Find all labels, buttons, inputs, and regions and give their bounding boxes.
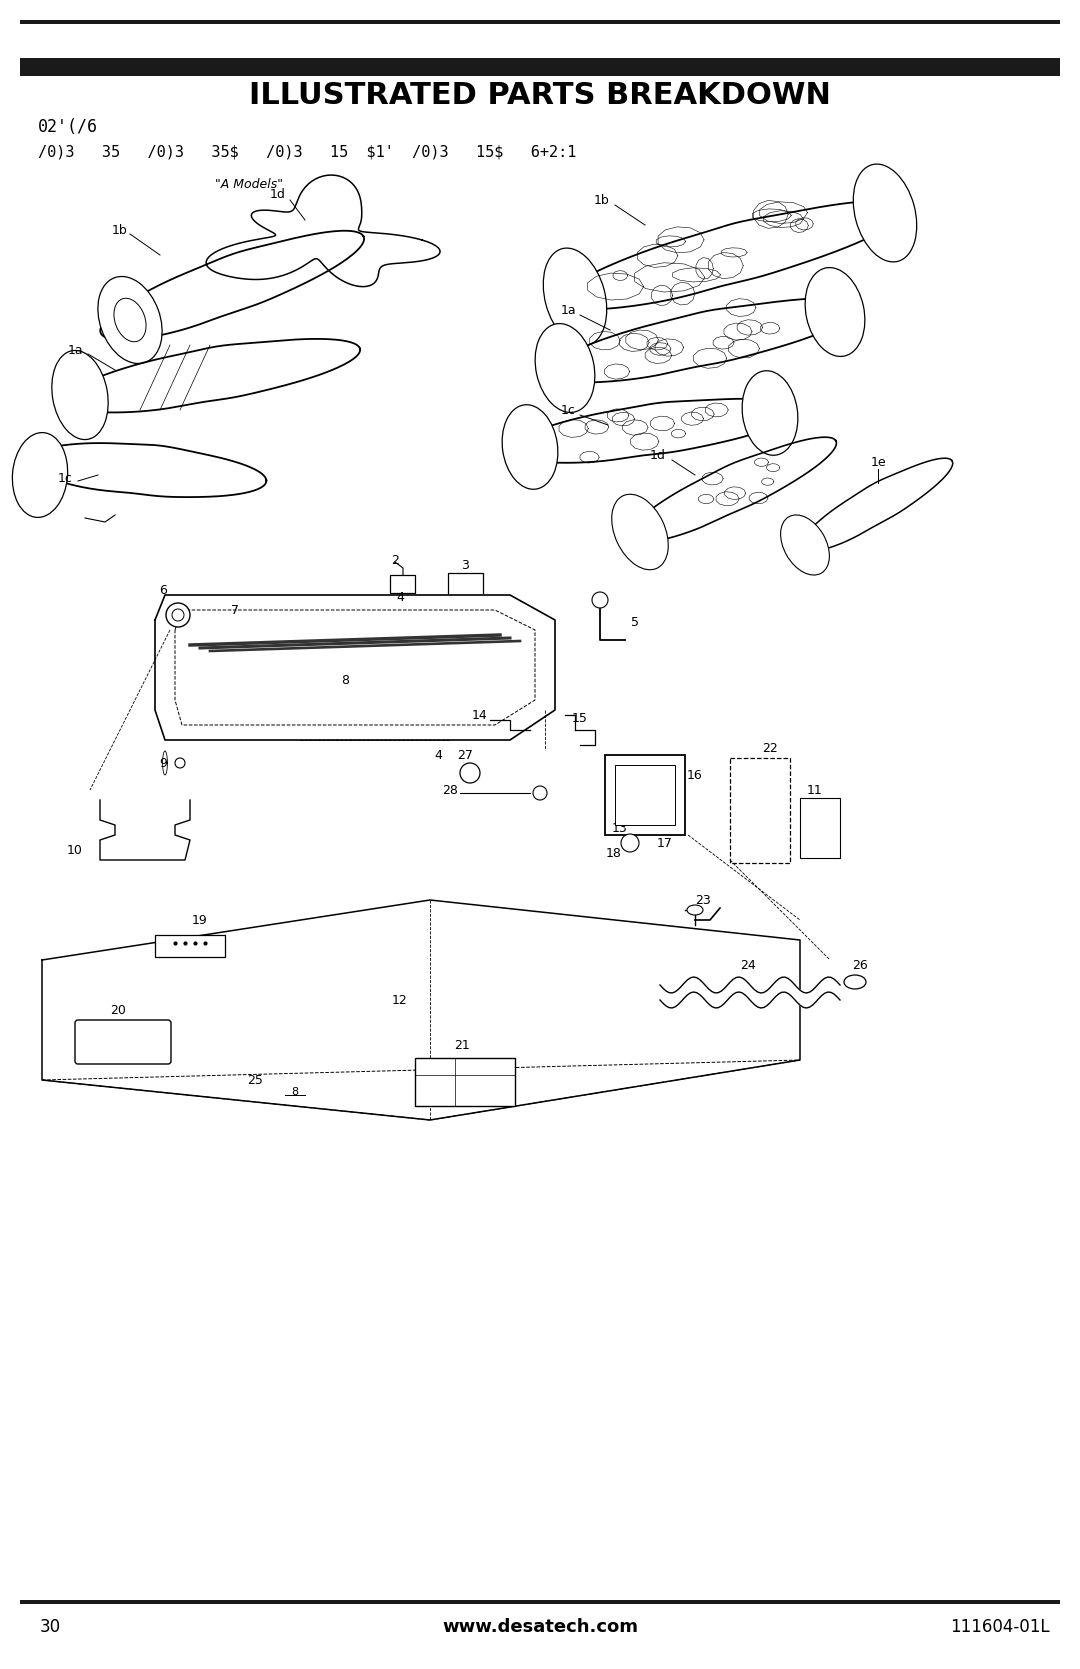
Text: 6: 6 (159, 584, 167, 596)
Text: 2: 2 (391, 554, 399, 566)
Text: 14: 14 (472, 709, 488, 721)
Bar (800, 798, 840, 858)
Bar (448, 572, 483, 596)
Circle shape (172, 609, 184, 621)
Circle shape (175, 758, 185, 768)
Ellipse shape (742, 371, 798, 456)
Ellipse shape (114, 299, 146, 342)
Text: 12: 12 (392, 993, 408, 1006)
Bar (21, 58, 1059, 77)
Text: 1b: 1b (594, 194, 610, 207)
Text: ILLUSTRATED PARTS BREAKDOWN: ILLUSTRATED PARTS BREAKDOWN (249, 82, 831, 110)
Bar (605, 754, 685, 834)
Ellipse shape (853, 164, 917, 262)
Ellipse shape (535, 324, 595, 412)
Text: 25: 25 (247, 1073, 262, 1087)
Text: 28: 28 (442, 783, 458, 796)
Bar (21, 20, 1059, 23)
FancyBboxPatch shape (75, 1020, 171, 1065)
Text: 21: 21 (454, 1038, 470, 1051)
Text: 27: 27 (457, 748, 473, 761)
Text: 24: 24 (740, 958, 756, 971)
Circle shape (534, 786, 546, 799)
Text: 8: 8 (292, 1087, 298, 1097)
Text: www.desatech.com: www.desatech.com (442, 1617, 638, 1636)
Text: 22: 22 (762, 741, 778, 754)
Text: 1a: 1a (67, 344, 83, 357)
Text: 23: 23 (696, 893, 711, 906)
Text: 02'(/6: 02'(/6 (38, 118, 98, 135)
Text: 15: 15 (572, 711, 588, 724)
Ellipse shape (52, 350, 108, 439)
Text: 7: 7 (231, 604, 239, 616)
Ellipse shape (502, 406, 558, 489)
Text: 9: 9 (159, 756, 167, 769)
Ellipse shape (687, 905, 703, 915)
Text: 1c: 1c (561, 404, 576, 417)
Text: 4: 4 (434, 748, 442, 761)
Bar (415, 1058, 515, 1107)
Text: 4: 4 (396, 591, 404, 604)
Text: 19: 19 (192, 913, 207, 926)
Circle shape (621, 834, 639, 851)
Text: 1a: 1a (561, 304, 576, 317)
Ellipse shape (543, 249, 607, 345)
Bar (21, 1601, 1059, 1604)
Text: 11: 11 (807, 783, 823, 796)
Ellipse shape (843, 975, 866, 990)
Text: 8: 8 (341, 674, 349, 686)
Text: 1d: 1d (650, 449, 666, 462)
Text: 17: 17 (657, 836, 673, 850)
Ellipse shape (12, 432, 68, 517)
Text: 1e: 1e (870, 456, 886, 469)
Text: 3: 3 (461, 559, 469, 571)
Bar (156, 935, 225, 956)
Text: 30: 30 (40, 1617, 62, 1636)
Bar (615, 764, 675, 824)
Text: /0)3   35   /0)3   35$   /0)3   15  $1'  /0)3   15$   6+2:1: /0)3 35 /0)3 35$ /0)3 15 $1' /0)3 15$ 6+… (38, 145, 577, 160)
Ellipse shape (98, 277, 162, 364)
Bar (730, 758, 789, 863)
Text: "A Models": "A Models" (215, 179, 283, 192)
Bar (390, 576, 415, 592)
Text: 13: 13 (612, 821, 627, 834)
Text: 1c: 1c (57, 472, 72, 484)
Text: 20: 20 (110, 1003, 126, 1016)
Text: 16: 16 (687, 768, 703, 781)
Ellipse shape (611, 494, 669, 569)
Polygon shape (42, 900, 800, 1120)
Text: 1d: 1d (270, 189, 286, 202)
Ellipse shape (781, 516, 829, 576)
Circle shape (460, 763, 480, 783)
Circle shape (592, 592, 608, 608)
Polygon shape (156, 596, 555, 739)
Text: 18: 18 (606, 846, 622, 860)
Text: 10: 10 (67, 843, 83, 856)
Text: 5: 5 (631, 616, 639, 629)
Text: 26: 26 (852, 958, 868, 971)
Ellipse shape (805, 267, 865, 357)
Circle shape (166, 603, 190, 628)
Text: 1b: 1b (112, 224, 127, 237)
Text: 111604-01L: 111604-01L (950, 1617, 1050, 1636)
